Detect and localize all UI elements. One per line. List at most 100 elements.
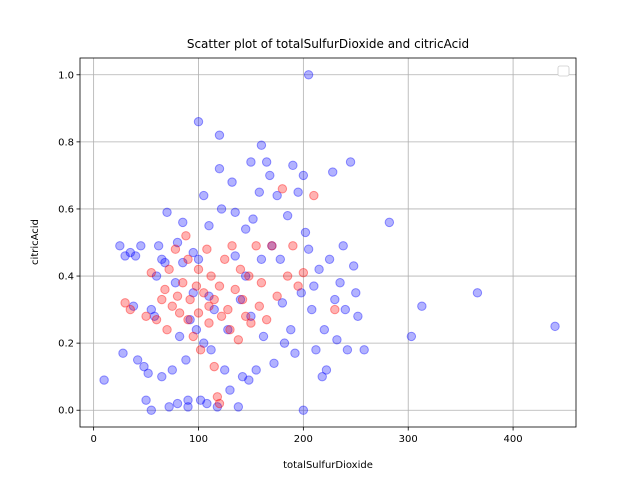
scatter-point-series-1 xyxy=(314,264,324,275)
scatter-point-series-2 xyxy=(254,301,265,311)
scatter-point-series-1 xyxy=(128,301,139,311)
scatter-point-series-2 xyxy=(199,288,209,298)
scatter-point-series-1 xyxy=(248,214,258,224)
scatter-point-series-1 xyxy=(288,160,298,171)
scatter-point-series-1 xyxy=(317,371,327,382)
scatter-point-series-1 xyxy=(258,331,269,342)
scatter-point-series-1 xyxy=(183,402,193,412)
scatter-point-series-1 xyxy=(342,345,353,355)
scatter-point-series-1 xyxy=(115,241,125,251)
scatter-point-series-1 xyxy=(230,251,240,261)
scatter-point-series-2 xyxy=(309,190,319,201)
scatter-point-series-2 xyxy=(246,318,256,328)
scatter-point-series-1 xyxy=(146,304,157,315)
x-axis-ticks: 0 100 200 300 400 xyxy=(90,427,523,445)
scatter-point-series-2 xyxy=(209,361,219,372)
scatter-point-series-1 xyxy=(183,395,193,405)
scatter-point-series-2 xyxy=(209,294,219,305)
scatter-point-series-2 xyxy=(277,184,288,194)
scatter-point-series-2 xyxy=(172,291,183,301)
x-tick-label: 400 xyxy=(504,434,523,445)
scatter-point-series-1 xyxy=(191,325,202,335)
scatter-point-series-2 xyxy=(191,281,202,291)
scatter-point-series-2 xyxy=(288,241,298,251)
scatter-point-series-2 xyxy=(214,398,225,409)
scatter-point-series-1 xyxy=(118,348,128,358)
scatter-point-series-1 xyxy=(164,402,174,412)
scatter-point-series-2 xyxy=(251,241,261,251)
scatter-point-series-1 xyxy=(290,348,300,358)
scatter-point-series-1 xyxy=(267,241,277,251)
scatter-point-series-1 xyxy=(132,355,143,365)
scatter-point-series-1 xyxy=(174,331,185,342)
scatter-point-series-1 xyxy=(204,221,214,231)
scatter-point-series-2 xyxy=(125,304,136,315)
scatter-point-series-1 xyxy=(298,170,309,181)
scatter-point-series-1 xyxy=(332,335,342,345)
scatter-point-series-1 xyxy=(193,117,204,127)
scatter-point-series-2 xyxy=(174,308,185,318)
scatter-point-series-2 xyxy=(220,254,230,264)
scatter-point-series-1 xyxy=(265,170,275,181)
scatter-point-series-2 xyxy=(282,271,293,281)
scatter-point-series-2 xyxy=(230,284,240,295)
scatter-point-series-1 xyxy=(417,301,427,311)
scatter-point-series-1 xyxy=(188,288,198,298)
scatter-point-series-1 xyxy=(351,288,361,298)
scatter-point-series-1 xyxy=(311,345,321,355)
scatter-point-series-2 xyxy=(214,281,225,291)
scatter-point-series-1 xyxy=(307,304,317,315)
scatter-point-series-1 xyxy=(335,278,345,288)
chart-title: Scatter plot of totalSulfurDioxide and c… xyxy=(187,37,469,51)
scatter-point-series-2 xyxy=(293,281,303,291)
scatter-point-series-2 xyxy=(157,294,167,305)
x-tick-label: 100 xyxy=(189,434,208,445)
scatter-point-series-1 xyxy=(206,345,216,355)
scatter-point-series-2 xyxy=(204,318,214,328)
scatter-point-series-1 xyxy=(472,288,483,298)
scatter-point-series-2 xyxy=(227,241,237,251)
scatter-point-series-1 xyxy=(272,190,282,201)
scatter-point-series-1 xyxy=(227,177,237,187)
scatter-point-series-1 xyxy=(209,304,219,315)
scatter-point-series-2 xyxy=(240,311,251,321)
scatter-point-series-2 xyxy=(233,335,244,345)
scatter-point-series-1 xyxy=(282,210,293,221)
scatter-point-series-1 xyxy=(216,204,227,214)
scatter-point-series-1 xyxy=(120,251,130,261)
scatter-point-series-1 xyxy=(240,224,251,234)
y-tick-label: 0.8 xyxy=(58,137,74,148)
scatter-point-series-2 xyxy=(261,314,272,325)
plot-area xyxy=(80,58,576,427)
scatter-point-series-2 xyxy=(225,325,235,335)
scatter-point-series-1 xyxy=(300,227,311,238)
scatter-point-series-1 xyxy=(99,375,109,385)
scatter-point-series-1 xyxy=(384,217,395,228)
scatter-point-series-1 xyxy=(214,164,225,174)
scatter-point-series-2 xyxy=(237,294,248,305)
scatter-point-series-2 xyxy=(188,331,198,342)
scatter-point-series-1 xyxy=(125,247,136,258)
scatter-point-series-1 xyxy=(275,254,285,264)
scatter-point-series-1 xyxy=(130,251,141,261)
scatter-point-series-2 xyxy=(330,304,340,315)
scatter-point-series-1 xyxy=(212,402,223,412)
scatter-point-series-2 xyxy=(244,271,254,281)
scatter-point-series-2 xyxy=(206,271,216,281)
scatter-point-series-1 xyxy=(293,187,303,197)
scatter-point-series-2 xyxy=(183,254,193,264)
scatter-point-series-2 xyxy=(183,314,193,325)
grid-lines xyxy=(80,58,576,427)
scatter-point-series-2 xyxy=(204,301,214,311)
scatter-point-series-2 xyxy=(162,325,172,335)
scatter-point-series-1 xyxy=(136,241,146,251)
scatter-point-series-1 xyxy=(181,355,191,365)
scatter-point-series-1 xyxy=(256,140,267,150)
scatter-point-series-2 xyxy=(272,291,282,301)
y-tick-label: 0.2 xyxy=(58,339,74,350)
scatter-point-series-1 xyxy=(277,298,288,308)
scatter-point-series-1 xyxy=(254,187,265,197)
scatter-point-series-1 xyxy=(188,247,198,258)
scatter-point-series-2 xyxy=(235,264,246,275)
